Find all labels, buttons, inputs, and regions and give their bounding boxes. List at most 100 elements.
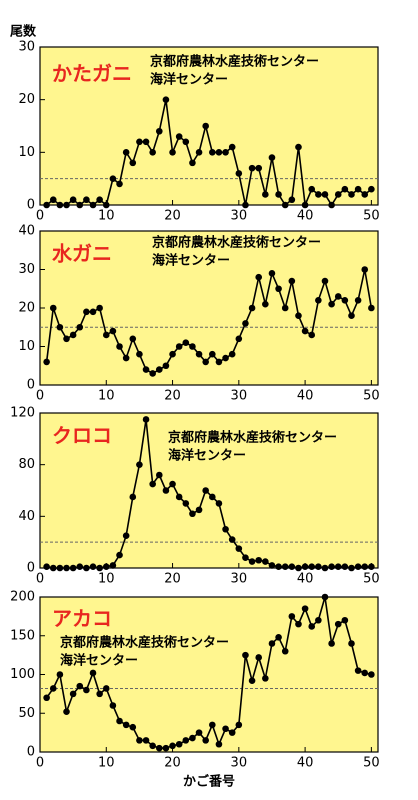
data-point	[109, 562, 117, 569]
data-point	[63, 708, 70, 715]
data-point	[102, 201, 110, 209]
data-point	[275, 285, 282, 293]
data-point	[169, 480, 176, 488]
data-point	[354, 297, 362, 304]
data-point	[56, 201, 64, 209]
annotation: 海洋センター	[168, 448, 246, 464]
data-point	[49, 304, 57, 312]
data-point	[235, 721, 243, 729]
data-point	[295, 143, 302, 151]
data-point	[149, 370, 156, 377]
data-point	[235, 545, 243, 552]
data-point	[129, 335, 137, 343]
data-point	[281, 563, 289, 571]
data-point	[162, 487, 170, 494]
y-tick-label: 0	[27, 561, 35, 576]
y-tick-label: 40	[18, 224, 35, 239]
panel-title: アカコ	[52, 607, 112, 631]
data-point	[162, 96, 170, 103]
data-point	[368, 185, 375, 193]
data-point	[189, 734, 196, 742]
data-point	[334, 563, 342, 571]
data-point	[268, 270, 276, 277]
data-point	[228, 729, 236, 736]
data-point	[195, 506, 203, 514]
x-tick-label: 50	[363, 756, 380, 771]
data-point	[321, 564, 329, 572]
y-tick-label: 30	[18, 40, 35, 55]
data-point	[202, 737, 209, 744]
data-point	[56, 671, 64, 678]
data-point	[142, 416, 150, 423]
data-line	[45, 269, 373, 375]
x-tick-label: 20	[164, 389, 181, 404]
data-point	[83, 196, 90, 204]
data-point	[195, 149, 203, 156]
data-point	[69, 196, 77, 204]
data-point	[96, 690, 103, 698]
data-point	[288, 563, 296, 571]
data-point	[109, 702, 117, 709]
data-point	[109, 175, 117, 182]
data-point	[49, 196, 57, 204]
data-point	[136, 138, 143, 146]
data-point	[149, 742, 156, 750]
data-point	[89, 308, 97, 316]
data-point	[129, 723, 137, 731]
annotation: 海洋センター	[60, 653, 138, 669]
data-point	[262, 300, 269, 308]
data-point	[182, 339, 190, 346]
data-point	[248, 558, 256, 565]
data-point	[43, 694, 50, 702]
data-point	[63, 201, 70, 209]
data-point	[89, 201, 97, 209]
data-point	[268, 562, 276, 569]
x-tick-label: 40	[297, 209, 314, 224]
data-point	[169, 742, 176, 750]
data-point	[89, 563, 97, 571]
data-point	[228, 350, 236, 358]
data-point	[242, 201, 249, 209]
data-point	[262, 675, 269, 682]
data-point	[222, 354, 229, 362]
y-tick-label: 20	[18, 92, 35, 107]
data-point	[195, 350, 203, 358]
y-tick-label: 50	[18, 706, 35, 721]
data-point	[334, 620, 342, 628]
data-point	[102, 331, 110, 339]
data-point	[301, 605, 309, 612]
data-point	[235, 335, 243, 343]
data-point	[189, 510, 196, 518]
data-point	[354, 185, 362, 193]
x-tick-label: 10	[98, 572, 115, 587]
data-point	[262, 191, 269, 198]
data-point	[328, 201, 335, 209]
data-point	[348, 191, 355, 198]
y-tick-label: 120	[10, 406, 35, 421]
data-point	[288, 196, 296, 204]
data-point	[248, 304, 256, 312]
data-point	[275, 563, 282, 571]
data-point	[308, 623, 316, 630]
data-point	[301, 327, 309, 335]
data-point	[195, 729, 203, 736]
data-point	[169, 350, 176, 358]
data-point	[321, 593, 329, 601]
x-tick-label: 40	[297, 572, 314, 587]
data-point	[69, 690, 77, 698]
data-point	[129, 493, 137, 501]
x-axis-label: かご番号	[183, 774, 235, 790]
data-point	[96, 304, 103, 312]
data-point	[136, 737, 143, 744]
data-point	[321, 191, 329, 198]
data-point	[301, 201, 309, 209]
data-point	[149, 480, 156, 488]
data-point	[136, 350, 143, 358]
data-point	[63, 564, 70, 572]
data-point	[83, 308, 90, 316]
data-point	[288, 277, 296, 285]
y-tick-label: 0	[27, 745, 35, 760]
data-point	[102, 685, 110, 692]
annotation: 京都府農林水産技術センター	[60, 635, 229, 651]
data-point	[275, 634, 282, 641]
